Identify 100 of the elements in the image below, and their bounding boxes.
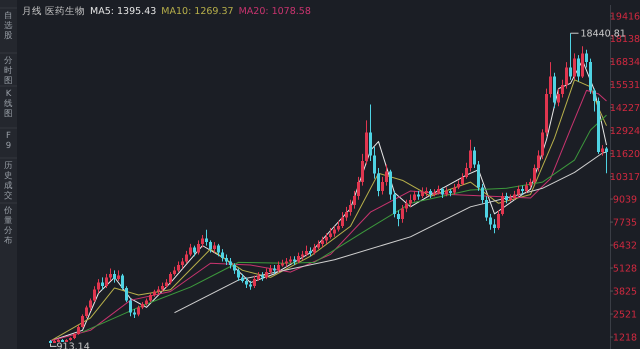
candlestick — [453, 183, 456, 195]
candlestick — [601, 144, 604, 156]
candlestick — [525, 182, 528, 194]
candlestick — [245, 276, 248, 288]
candlestick — [533, 164, 536, 184]
candlestick — [181, 257, 184, 270]
candlestick — [565, 62, 568, 90]
candlestick — [421, 186, 424, 198]
candlestick — [229, 257, 232, 270]
candlestick — [209, 240, 212, 254]
candlestick — [397, 210, 400, 227]
candlestick — [517, 185, 520, 197]
candlestick — [129, 298, 132, 317]
candlestick — [413, 190, 416, 202]
candlestick — [89, 298, 92, 312]
text: K线图 — [4, 89, 13, 119]
candlestick — [121, 273, 124, 290]
candlestick — [505, 192, 508, 204]
candlestick — [333, 226, 336, 238]
candlestick — [353, 190, 356, 210]
y-tick-label: 3825 — [612, 286, 638, 298]
y-tick-label: 16834 — [610, 57, 640, 68]
candlestick — [481, 183, 484, 204]
candlestick — [401, 204, 404, 224]
candlestick — [477, 160, 480, 192]
candlestick — [441, 186, 444, 198]
candlestick — [385, 164, 388, 186]
line-series — [82, 114, 607, 333]
candlestick — [337, 220, 340, 232]
candlestick — [109, 268, 112, 282]
candlestick — [197, 240, 200, 255]
candlestick — [465, 162, 468, 180]
candlestick — [265, 268, 268, 280]
y-tick-label: 9039 — [612, 194, 638, 206]
candlestick — [329, 227, 332, 240]
candlestick — [305, 245, 308, 257]
candlestick — [201, 234, 204, 248]
candlestick — [581, 46, 584, 79]
candlestick — [561, 79, 564, 98]
text: F9 — [6, 131, 12, 151]
candlestick — [277, 261, 280, 273]
candlestick — [549, 62, 552, 98]
candlestick — [237, 268, 240, 282]
candlestick — [205, 229, 208, 246]
candlestick — [501, 192, 504, 216]
y-tick-label: 18138 — [610, 34, 640, 46]
candlestick — [113, 270, 116, 284]
candlestick — [593, 88, 596, 112]
candlestick — [469, 139, 472, 172]
candlestick — [585, 49, 588, 68]
candlestick — [341, 212, 344, 228]
candlestick — [221, 248, 224, 262]
candlestick — [541, 128, 544, 160]
candlestick — [497, 210, 500, 230]
candlestick — [325, 232, 328, 244]
candlestick — [253, 275, 256, 288]
y-tick-label: 10317 — [610, 172, 640, 184]
candlestick — [557, 88, 560, 107]
candlestick — [381, 176, 384, 195]
y-tick-label: 1218 — [612, 332, 638, 344]
y-tick-label: 15531 — [610, 80, 640, 92]
candlestick — [137, 305, 140, 317]
candlestick — [177, 261, 180, 273]
candlestick — [357, 176, 360, 200]
candlestick — [97, 278, 100, 294]
candlestick — [189, 243, 192, 257]
candlestick — [537, 150, 540, 172]
candlestick — [313, 243, 316, 255]
candlestick — [409, 194, 412, 208]
candlestick — [393, 190, 396, 218]
text: MA5: 1395.43 — [90, 6, 156, 17]
candlestick — [93, 286, 96, 303]
candlestick — [361, 153, 364, 186]
y-tick-label: 2521 — [612, 310, 638, 321]
candlestick — [345, 206, 348, 222]
y-tick-label: 12924 — [610, 126, 640, 138]
candlestick — [321, 236, 324, 248]
y-tick-label: 6432 — [612, 240, 638, 252]
candlestick — [193, 245, 196, 257]
candlestick — [473, 146, 476, 169]
candlestick — [213, 242, 216, 254]
chart-title: 月线 医药生物 — [22, 5, 86, 17]
candlestick — [389, 169, 392, 200]
candlestick — [493, 218, 496, 234]
candlestick — [117, 270, 120, 282]
text: MA20: 1078.58 — [238, 6, 311, 17]
y-tick-label: 19416 — [610, 12, 640, 23]
candlestick — [125, 286, 128, 303]
candlestick — [81, 314, 84, 328]
text: 历史成交 — [4, 161, 13, 201]
candlestick — [573, 52, 576, 80]
candlestick — [169, 272, 172, 285]
text: MA10: 1269.37 — [161, 6, 234, 17]
candlestick — [461, 172, 464, 186]
candlestick — [377, 168, 380, 197]
candlestick — [77, 324, 80, 336]
candlestick — [577, 54, 580, 82]
candlestick — [225, 254, 228, 266]
candlestick — [605, 146, 608, 174]
candlestick — [185, 250, 188, 264]
